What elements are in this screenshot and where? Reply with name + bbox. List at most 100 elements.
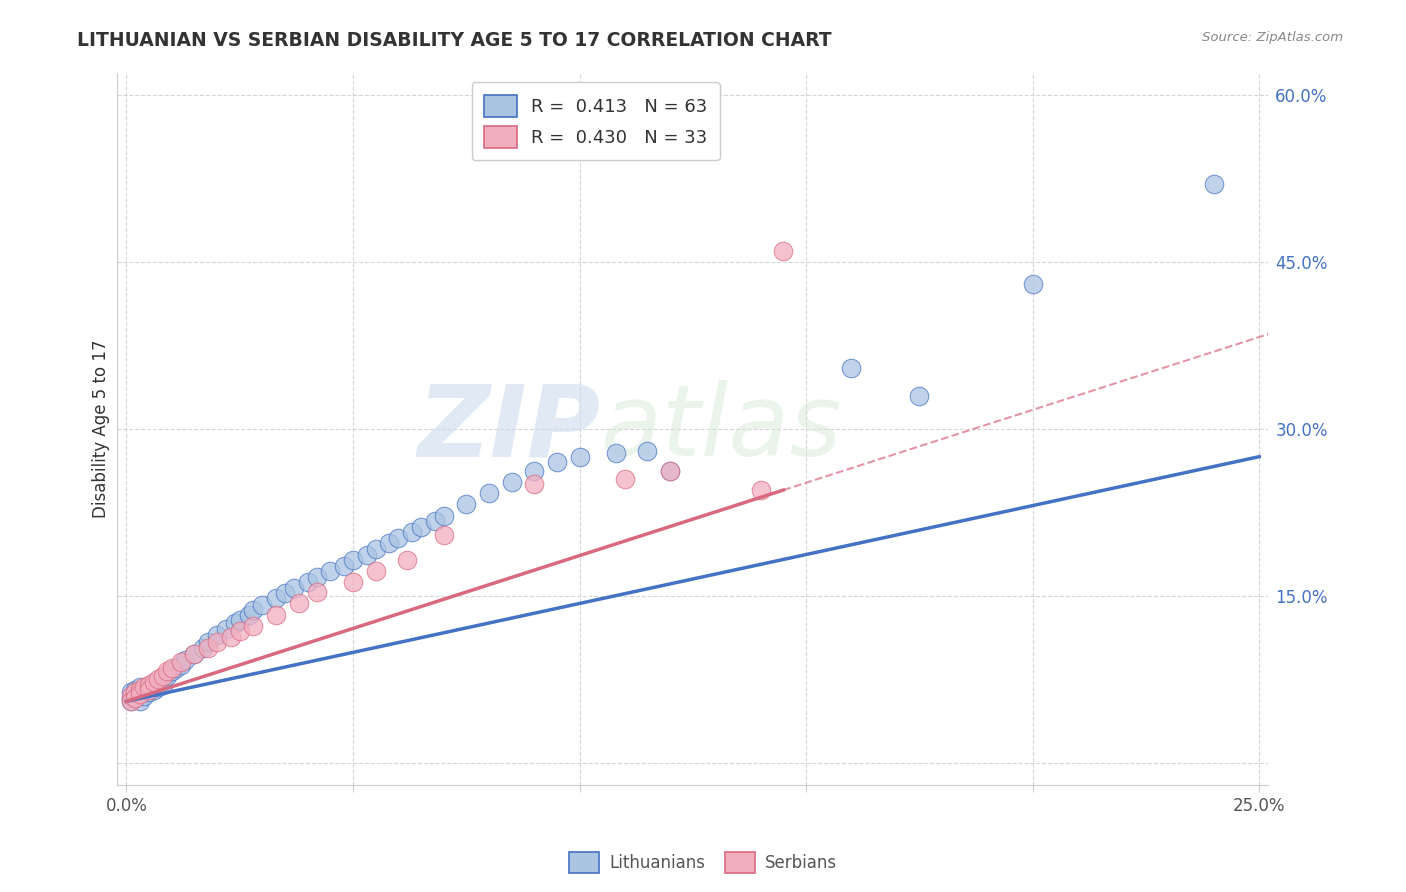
Point <box>342 575 364 590</box>
Point <box>120 691 142 706</box>
Point <box>456 498 478 512</box>
Point <box>124 689 146 703</box>
Point <box>319 564 342 578</box>
Text: Source: ZipAtlas.com: Source: ZipAtlas.com <box>1202 31 1343 45</box>
Point <box>637 444 659 458</box>
Point <box>174 653 197 667</box>
Point <box>305 585 328 599</box>
Point <box>152 669 174 683</box>
Point <box>120 694 142 708</box>
Point <box>215 622 238 636</box>
Point <box>242 618 264 632</box>
Point <box>156 665 179 679</box>
Point <box>134 680 156 694</box>
Point <box>146 680 169 694</box>
Point <box>432 508 454 523</box>
Point <box>129 694 152 708</box>
Point <box>160 661 183 675</box>
Point <box>142 675 165 690</box>
Point <box>170 657 193 672</box>
Point <box>165 661 187 675</box>
Point <box>197 640 219 655</box>
Point <box>274 586 297 600</box>
Text: ZIP: ZIP <box>418 380 600 477</box>
Point <box>356 548 378 562</box>
Point <box>160 665 183 679</box>
Point <box>364 541 387 556</box>
Point <box>333 558 356 573</box>
Point <box>238 607 260 622</box>
Point <box>523 464 546 478</box>
Text: atlas: atlas <box>600 380 842 477</box>
Point <box>659 464 682 478</box>
Point <box>423 514 446 528</box>
Point <box>193 640 215 655</box>
Point <box>908 388 931 402</box>
Point <box>297 575 319 590</box>
Point <box>432 527 454 541</box>
Point <box>264 591 287 605</box>
Point <box>170 656 193 670</box>
Point <box>396 553 419 567</box>
Point <box>224 616 246 631</box>
Point <box>134 683 156 698</box>
Point <box>124 685 146 699</box>
Point <box>138 678 160 692</box>
Point <box>205 627 228 641</box>
Legend: R =  0.413   N = 63, R =  0.430   N = 33: R = 0.413 N = 63, R = 0.430 N = 33 <box>471 82 720 161</box>
Y-axis label: Disability Age 5 to 17: Disability Age 5 to 17 <box>93 340 110 518</box>
Legend: Lithuanians, Serbians: Lithuanians, Serbians <box>562 846 844 880</box>
Point <box>364 564 387 578</box>
Point <box>134 689 156 703</box>
Point <box>749 483 772 497</box>
Point <box>242 603 264 617</box>
Point <box>378 536 401 550</box>
Point <box>120 689 142 703</box>
Point <box>152 672 174 686</box>
Point <box>568 450 591 464</box>
Point <box>152 678 174 692</box>
Point <box>287 597 309 611</box>
Point <box>501 475 523 490</box>
Point <box>120 694 142 708</box>
Point <box>387 531 409 545</box>
Point <box>156 669 179 683</box>
Point <box>228 624 250 639</box>
Point <box>183 647 205 661</box>
Point <box>772 244 794 258</box>
Point <box>342 553 364 567</box>
Point <box>142 678 165 692</box>
Point <box>120 685 142 699</box>
Point <box>138 680 160 694</box>
Point <box>129 687 152 701</box>
Point <box>605 446 627 460</box>
Point <box>129 683 152 698</box>
Point <box>138 683 160 698</box>
Point <box>129 687 152 701</box>
Point <box>183 647 205 661</box>
Point <box>546 455 568 469</box>
Point <box>841 360 863 375</box>
Point <box>264 607 287 622</box>
Point <box>205 635 228 649</box>
Point <box>142 683 165 698</box>
Point <box>129 680 152 694</box>
Point <box>1202 177 1225 191</box>
Point <box>523 477 546 491</box>
Text: LITHUANIAN VS SERBIAN DISABILITY AGE 5 TO 17 CORRELATION CHART: LITHUANIAN VS SERBIAN DISABILITY AGE 5 T… <box>77 31 832 50</box>
Point <box>613 472 636 486</box>
Point <box>124 683 146 698</box>
Point <box>197 635 219 649</box>
Point <box>283 581 305 595</box>
Point <box>138 685 160 699</box>
Point <box>219 630 242 644</box>
Point <box>124 691 146 706</box>
Point <box>409 520 432 534</box>
Point <box>252 598 274 612</box>
Point <box>478 486 501 500</box>
Point <box>1021 277 1043 292</box>
Point <box>659 464 682 478</box>
Point <box>305 570 328 584</box>
Point <box>146 672 169 686</box>
Point <box>401 525 423 540</box>
